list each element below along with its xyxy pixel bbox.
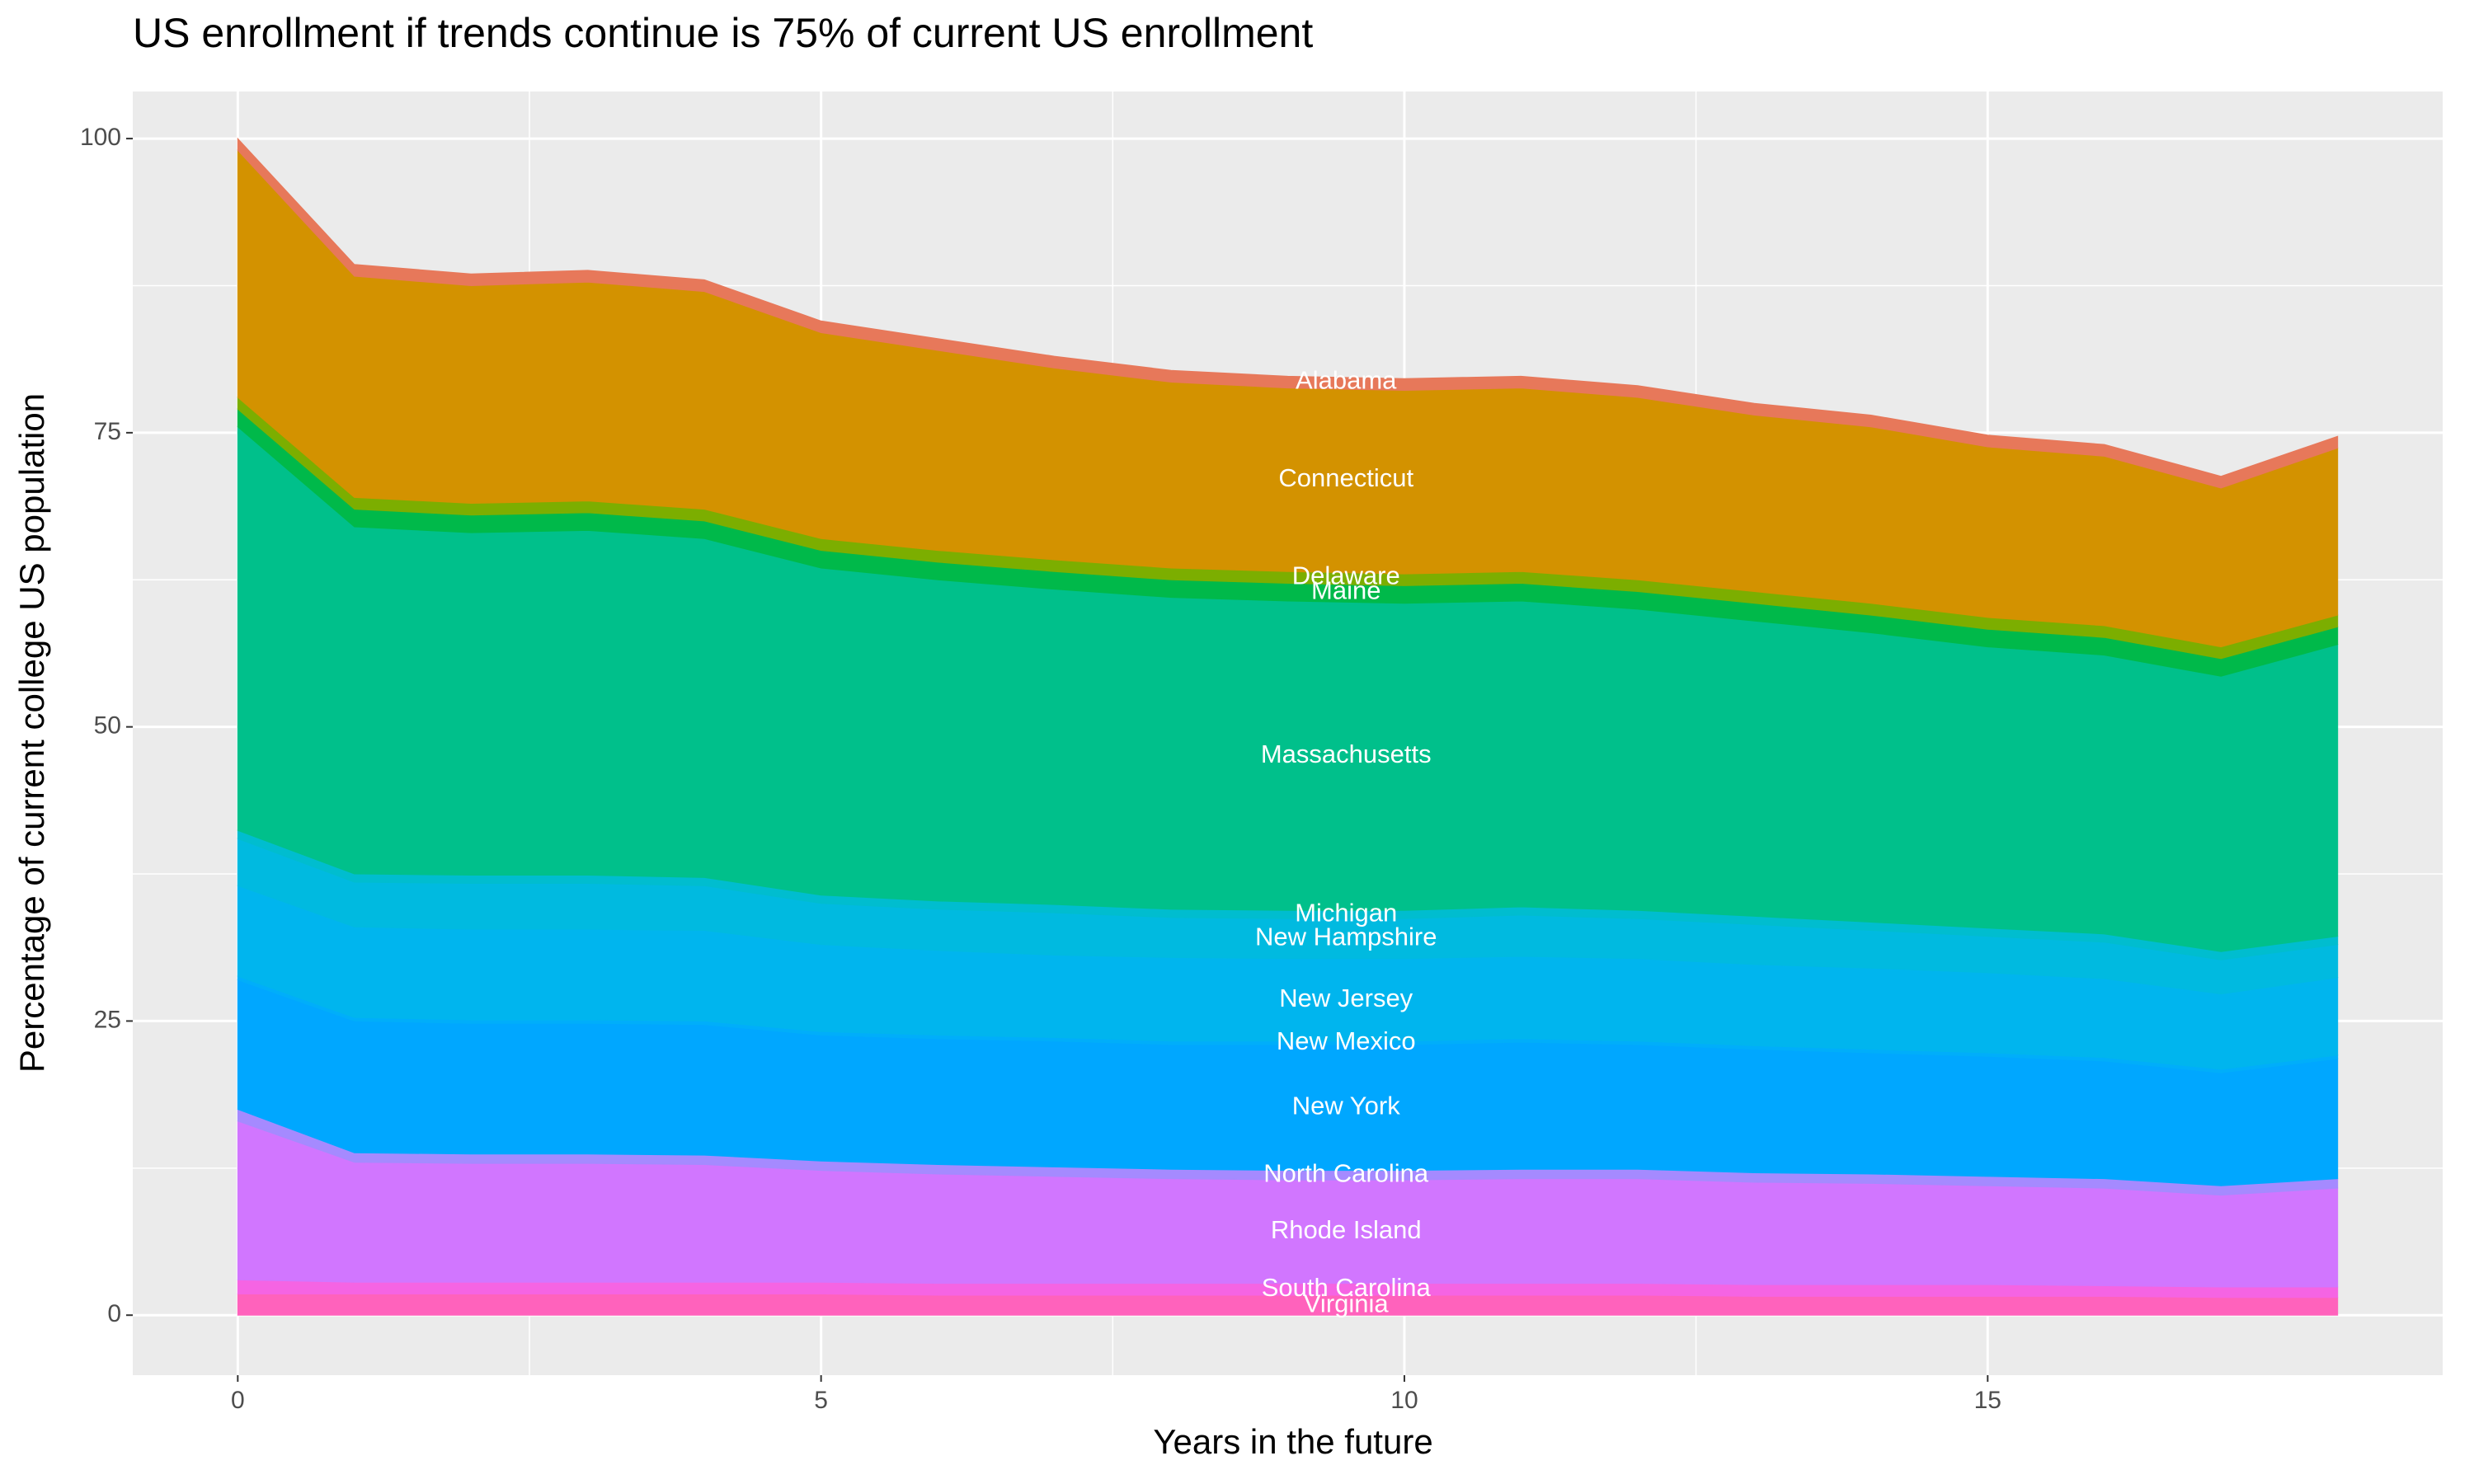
y-axis-label: Percentage of current college US populat… bbox=[12, 393, 51, 1073]
series-label: Connecticut bbox=[1278, 463, 1413, 492]
x-tick-label: 5 bbox=[814, 1387, 828, 1414]
y-tick-label: 0 bbox=[107, 1300, 121, 1327]
series-label: Massachusetts bbox=[1261, 740, 1432, 768]
x-tick-label: 10 bbox=[1390, 1387, 1418, 1414]
series-label: Virginia bbox=[1304, 1289, 1390, 1317]
series-label: Michigan bbox=[1295, 898, 1397, 927]
series-label: Rhode Island bbox=[1271, 1215, 1422, 1244]
series-label: New Jersey bbox=[1279, 984, 1413, 1012]
y-tick-label: 25 bbox=[94, 1006, 121, 1033]
series-label: Alabama bbox=[1296, 366, 1397, 395]
x-tick-label: 0 bbox=[231, 1387, 245, 1414]
y-tick-label: 100 bbox=[80, 124, 121, 151]
series-label: New Mexico bbox=[1277, 1026, 1416, 1055]
series-label: New Hampshire bbox=[1255, 923, 1437, 951]
area bbox=[237, 137, 2339, 489]
x-axis-label: Years in the future bbox=[1153, 1422, 1432, 1461]
chart-title: US enrollment if trends continue is 75% … bbox=[133, 10, 1313, 56]
series-label: North Carolina bbox=[1263, 1159, 1429, 1188]
series-label: Maine bbox=[1311, 575, 1380, 604]
series-label: New York bbox=[1292, 1092, 1400, 1120]
y-tick-label: 75 bbox=[94, 418, 121, 445]
y-tick-label: 50 bbox=[94, 712, 121, 740]
series-label: South Carolina bbox=[1262, 1273, 1432, 1302]
x-tick-label: 15 bbox=[1974, 1387, 2001, 1414]
series-label: Delaware bbox=[1292, 561, 1400, 590]
